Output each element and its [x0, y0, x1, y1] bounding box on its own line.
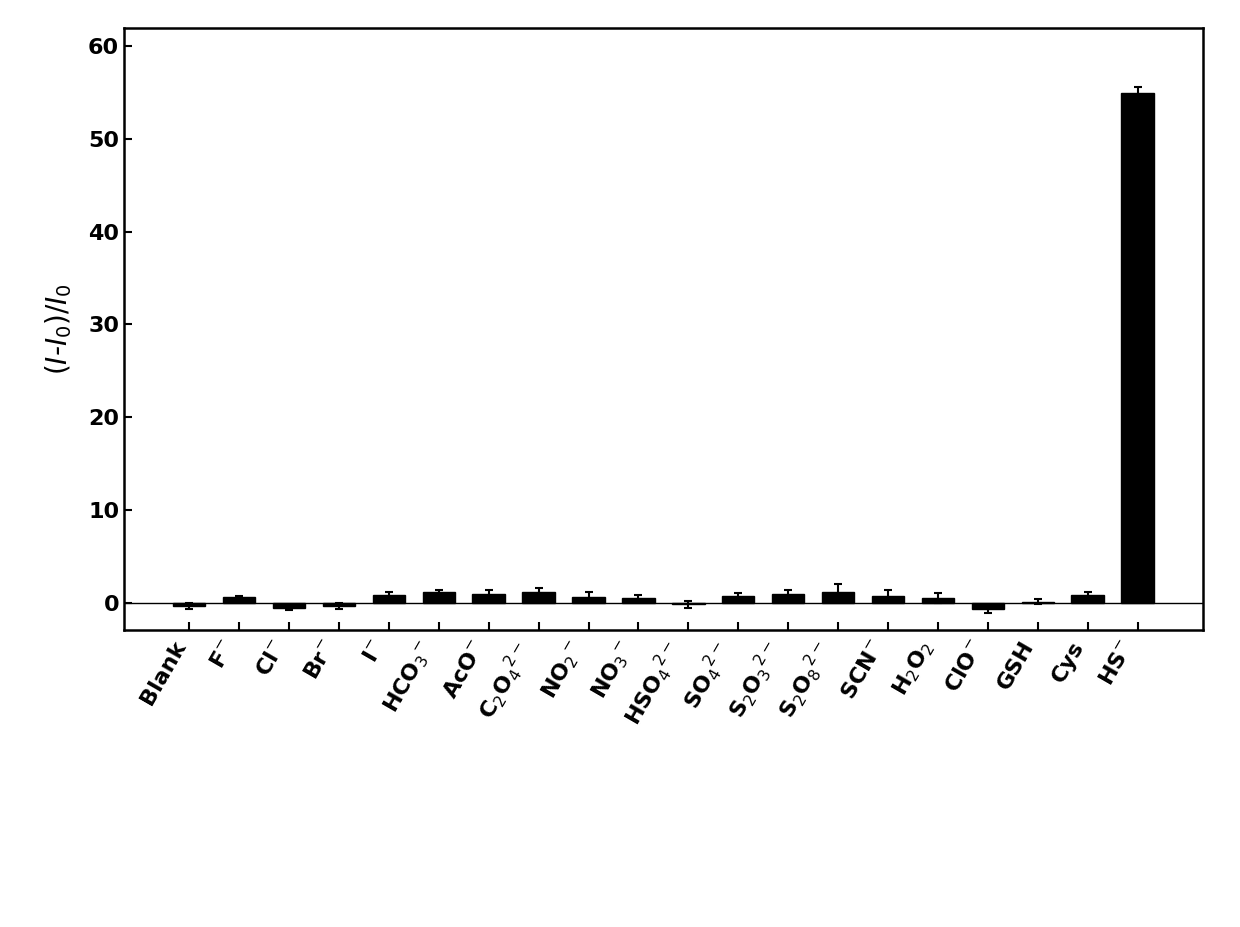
- Bar: [722, 596, 754, 603]
- Bar: [822, 592, 854, 603]
- Bar: [472, 594, 505, 603]
- Bar: [1071, 595, 1104, 603]
- Bar: [672, 603, 704, 604]
- Y-axis label: $(\mathit{I}$-$\mathit{I}_0)/\mathit{I}_0$: $(\mathit{I}$-$\mathit{I}_0)/\mathit{I}_…: [43, 284, 74, 375]
- Bar: [522, 592, 554, 603]
- Bar: [1121, 93, 1153, 603]
- Bar: [773, 594, 805, 603]
- Bar: [273, 603, 305, 608]
- Bar: [921, 598, 954, 603]
- Bar: [373, 595, 405, 603]
- Bar: [423, 591, 455, 603]
- Bar: [223, 597, 255, 603]
- Bar: [622, 599, 655, 603]
- Bar: [872, 596, 904, 603]
- Bar: [972, 603, 1004, 609]
- Bar: [573, 597, 605, 603]
- Bar: [322, 603, 355, 606]
- Bar: [174, 603, 206, 606]
